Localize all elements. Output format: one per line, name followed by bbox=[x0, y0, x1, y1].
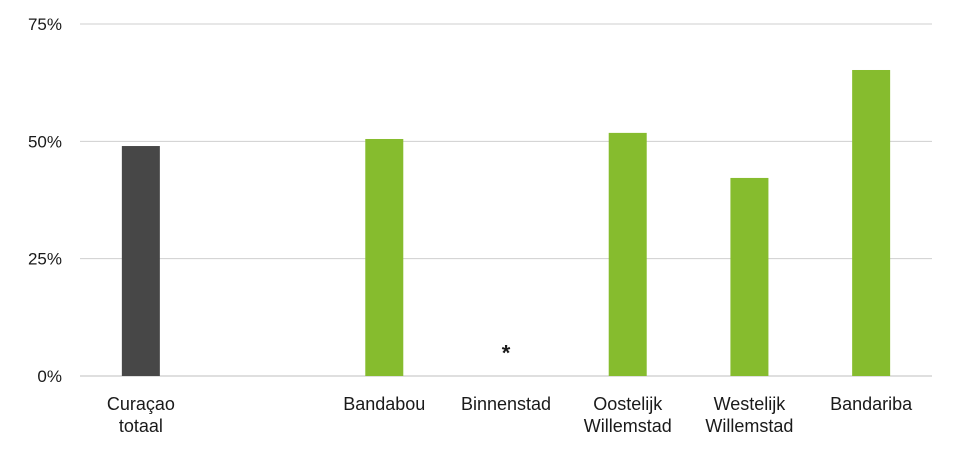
x-tick-label: Bandariba bbox=[830, 394, 913, 414]
y-axis-ticks: 0% 25% 50% 75% bbox=[28, 15, 62, 386]
x-axis-labels: Curaçao totaal Bandabou Binnenstad Oostelijk… bbox=[107, 394, 913, 436]
y-tick-label: 25% bbox=[28, 250, 62, 269]
x-tick-label-line: Curaçao bbox=[107, 394, 175, 414]
x-tick-label-line: Willemstad bbox=[584, 416, 672, 436]
x-tick-label: Curaçao totaal bbox=[107, 394, 175, 436]
bar bbox=[730, 177, 769, 376]
bar bbox=[852, 69, 891, 377]
annotations: * bbox=[502, 341, 511, 366]
x-tick-label-line: totaal bbox=[119, 416, 163, 436]
x-tick-label-line: Westelijk bbox=[714, 394, 787, 414]
grid-layer bbox=[80, 23, 932, 377]
y-tick-label: 0% bbox=[37, 367, 62, 386]
asterisk-annotation: * bbox=[502, 341, 511, 366]
y-tick-label: 75% bbox=[28, 15, 62, 34]
bar bbox=[608, 132, 647, 376]
x-tick-label: Westelijk Willemstad bbox=[705, 394, 793, 436]
x-tick-label-line: Binnenstad bbox=[461, 394, 551, 414]
bars bbox=[121, 69, 891, 377]
x-tick-label: Oostelijk Willemstad bbox=[584, 394, 672, 436]
x-tick-label: Binnenstad bbox=[461, 394, 551, 414]
bar bbox=[365, 138, 404, 376]
bar bbox=[121, 146, 160, 376]
x-tick-label-line: Willemstad bbox=[705, 416, 793, 436]
x-tick-label: Bandabou bbox=[343, 394, 425, 414]
y-tick-label: 50% bbox=[28, 132, 62, 151]
x-tick-label-line: Bandariba bbox=[830, 394, 913, 414]
x-tick-label-line: Oostelijk bbox=[593, 394, 663, 414]
x-tick-label-line: Bandabou bbox=[343, 394, 425, 414]
